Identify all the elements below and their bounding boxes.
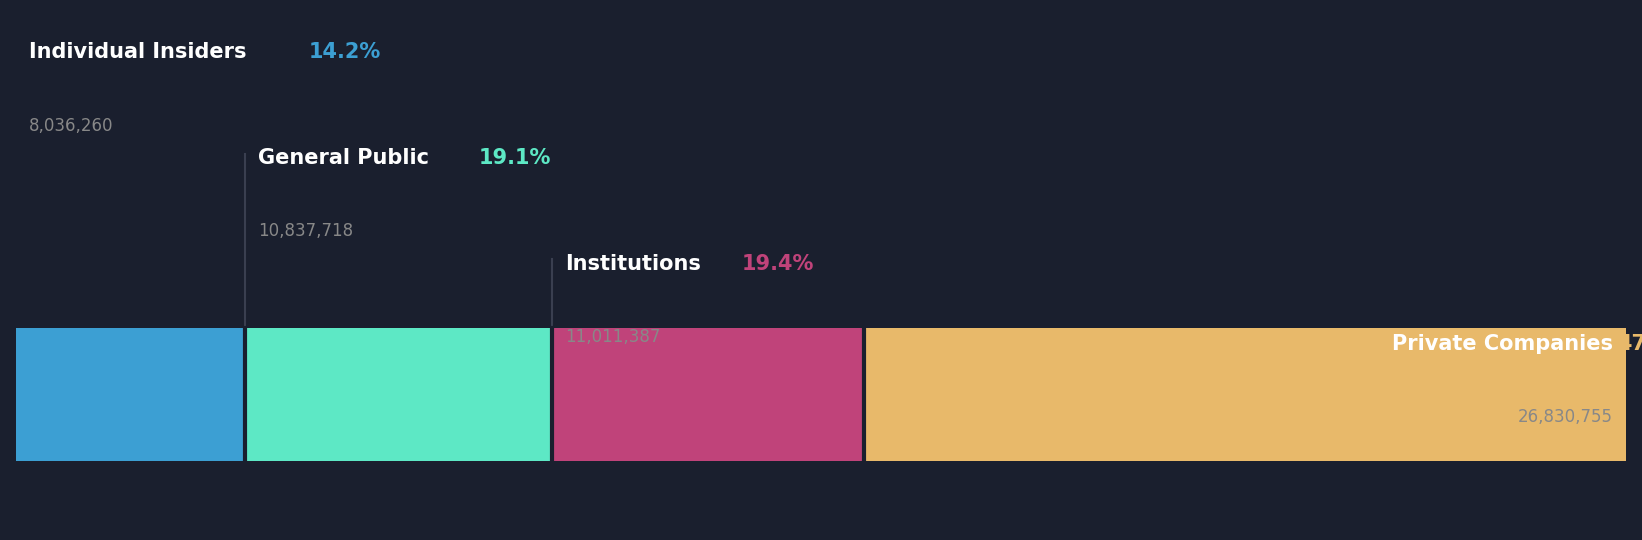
Bar [16, 328, 245, 461]
Text: 26,830,755: 26,830,755 [1517, 408, 1612, 426]
Text: Individual Insiders: Individual Insiders [30, 43, 246, 63]
Bar [245, 328, 552, 461]
Text: 14.2%: 14.2% [309, 43, 381, 63]
Text: Institutions: Institutions [565, 254, 701, 274]
Text: Private Companies: Private Companies [1392, 334, 1612, 354]
Text: General Public: General Public [258, 148, 429, 168]
Text: 19.4%: 19.4% [742, 254, 814, 274]
Text: 47.3%: 47.3% [1617, 334, 1642, 354]
Text: 11,011,387: 11,011,387 [565, 328, 660, 346]
Bar [864, 328, 1626, 461]
Bar [552, 328, 864, 461]
Text: 10,837,718: 10,837,718 [258, 222, 353, 240]
Text: 19.1%: 19.1% [479, 148, 552, 168]
Text: 8,036,260: 8,036,260 [30, 117, 113, 134]
